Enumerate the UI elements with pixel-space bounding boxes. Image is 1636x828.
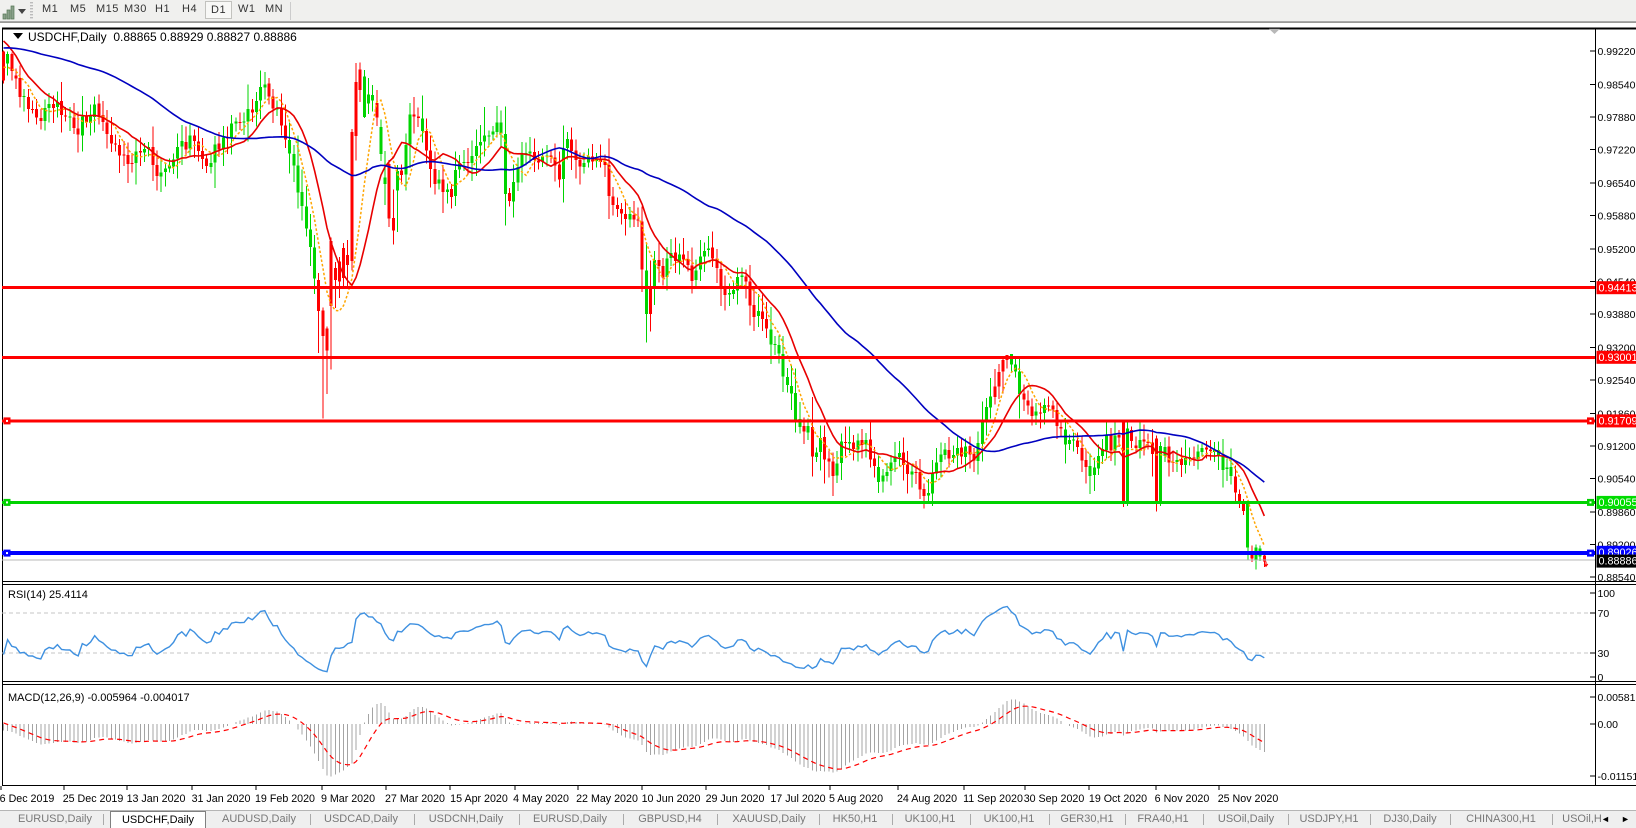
svg-text:0.98540: 0.98540 [1598, 79, 1636, 91]
svg-text:30: 30 [1598, 648, 1610, 660]
svg-text:19 Feb 2020: 19 Feb 2020 [255, 793, 315, 805]
svg-text:0.97880: 0.97880 [1598, 112, 1636, 124]
svg-text:0.005818: 0.005818 [1598, 692, 1636, 704]
svg-text:9 Mar 2020: 9 Mar 2020 [321, 793, 375, 805]
svg-text:0.93880: 0.93880 [1598, 309, 1636, 321]
svg-text:27 Mar 2020: 27 Mar 2020 [385, 793, 445, 805]
svg-text:-0.011514: -0.011514 [1598, 771, 1636, 783]
svg-text:0.95880: 0.95880 [1598, 210, 1636, 222]
svg-text:29 Jun 2020: 29 Jun 2020 [706, 793, 765, 805]
svg-text:30 Sep 2020: 30 Sep 2020 [1024, 793, 1085, 805]
svg-text:0.00: 0.00 [1598, 719, 1619, 731]
svg-text:11 Sep 2020: 11 Sep 2020 [963, 793, 1023, 805]
svg-text:100: 100 [1598, 588, 1616, 600]
svg-text:0.96540: 0.96540 [1598, 178, 1636, 190]
svg-text:0.90055: 0.90055 [1599, 497, 1636, 509]
svg-text:0: 0 [1598, 672, 1604, 684]
svg-text:0.94413: 0.94413 [1599, 282, 1636, 294]
svg-text:0.88540: 0.88540 [1598, 572, 1636, 584]
svg-text:0.95200: 0.95200 [1598, 244, 1636, 256]
svg-text:25 Nov 2020: 25 Nov 2020 [1218, 793, 1279, 805]
svg-text:13 Jan 2020: 13 Jan 2020 [127, 793, 186, 805]
svg-text:6 Dec 2019: 6 Dec 2019 [0, 793, 54, 805]
svg-text:0.97220: 0.97220 [1598, 144, 1636, 156]
svg-text:4 May 2020: 4 May 2020 [513, 793, 569, 805]
svg-text:10 Jun 2020: 10 Jun 2020 [642, 793, 701, 805]
svg-text:0.99220: 0.99220 [1598, 46, 1636, 58]
svg-text:17 Jul 2020: 17 Jul 2020 [770, 793, 825, 805]
svg-text:0.90540: 0.90540 [1598, 473, 1636, 485]
svg-text:22 May 2020: 22 May 2020 [576, 793, 638, 805]
svg-text:0.93001: 0.93001 [1599, 352, 1636, 364]
svg-text:5 Aug 2020: 5 Aug 2020 [829, 793, 883, 805]
svg-text:25 Dec 2019: 25 Dec 2019 [63, 793, 124, 805]
svg-text:70: 70 [1598, 608, 1610, 620]
svg-text:RSI(14) 25.4114: RSI(14) 25.4114 [8, 589, 88, 601]
svg-text:0.92540: 0.92540 [1598, 375, 1636, 387]
svg-text:MACD(12,26,9) -0.005964 -0.004: MACD(12,26,9) -0.005964 -0.004017 [8, 692, 190, 704]
svg-text:USDCHF,Daily 0.88865 0.88929: USDCHF,Daily 0.88865 0.88929 0.88827 0.8… [28, 30, 297, 44]
svg-text:31 Jan 2020: 31 Jan 2020 [192, 793, 251, 805]
svg-text:0.91200: 0.91200 [1598, 441, 1636, 453]
svg-text:15 Apr 2020: 15 Apr 2020 [450, 793, 508, 805]
svg-text:0.88886: 0.88886 [1599, 556, 1636, 568]
svg-text:0.91709: 0.91709 [1599, 416, 1636, 428]
svg-text:6 Nov 2020: 6 Nov 2020 [1155, 793, 1210, 805]
svg-text:0.89860: 0.89860 [1598, 507, 1636, 519]
svg-text:19 Oct 2020: 19 Oct 2020 [1089, 793, 1147, 805]
svg-text:24 Aug 2020: 24 Aug 2020 [897, 793, 957, 805]
